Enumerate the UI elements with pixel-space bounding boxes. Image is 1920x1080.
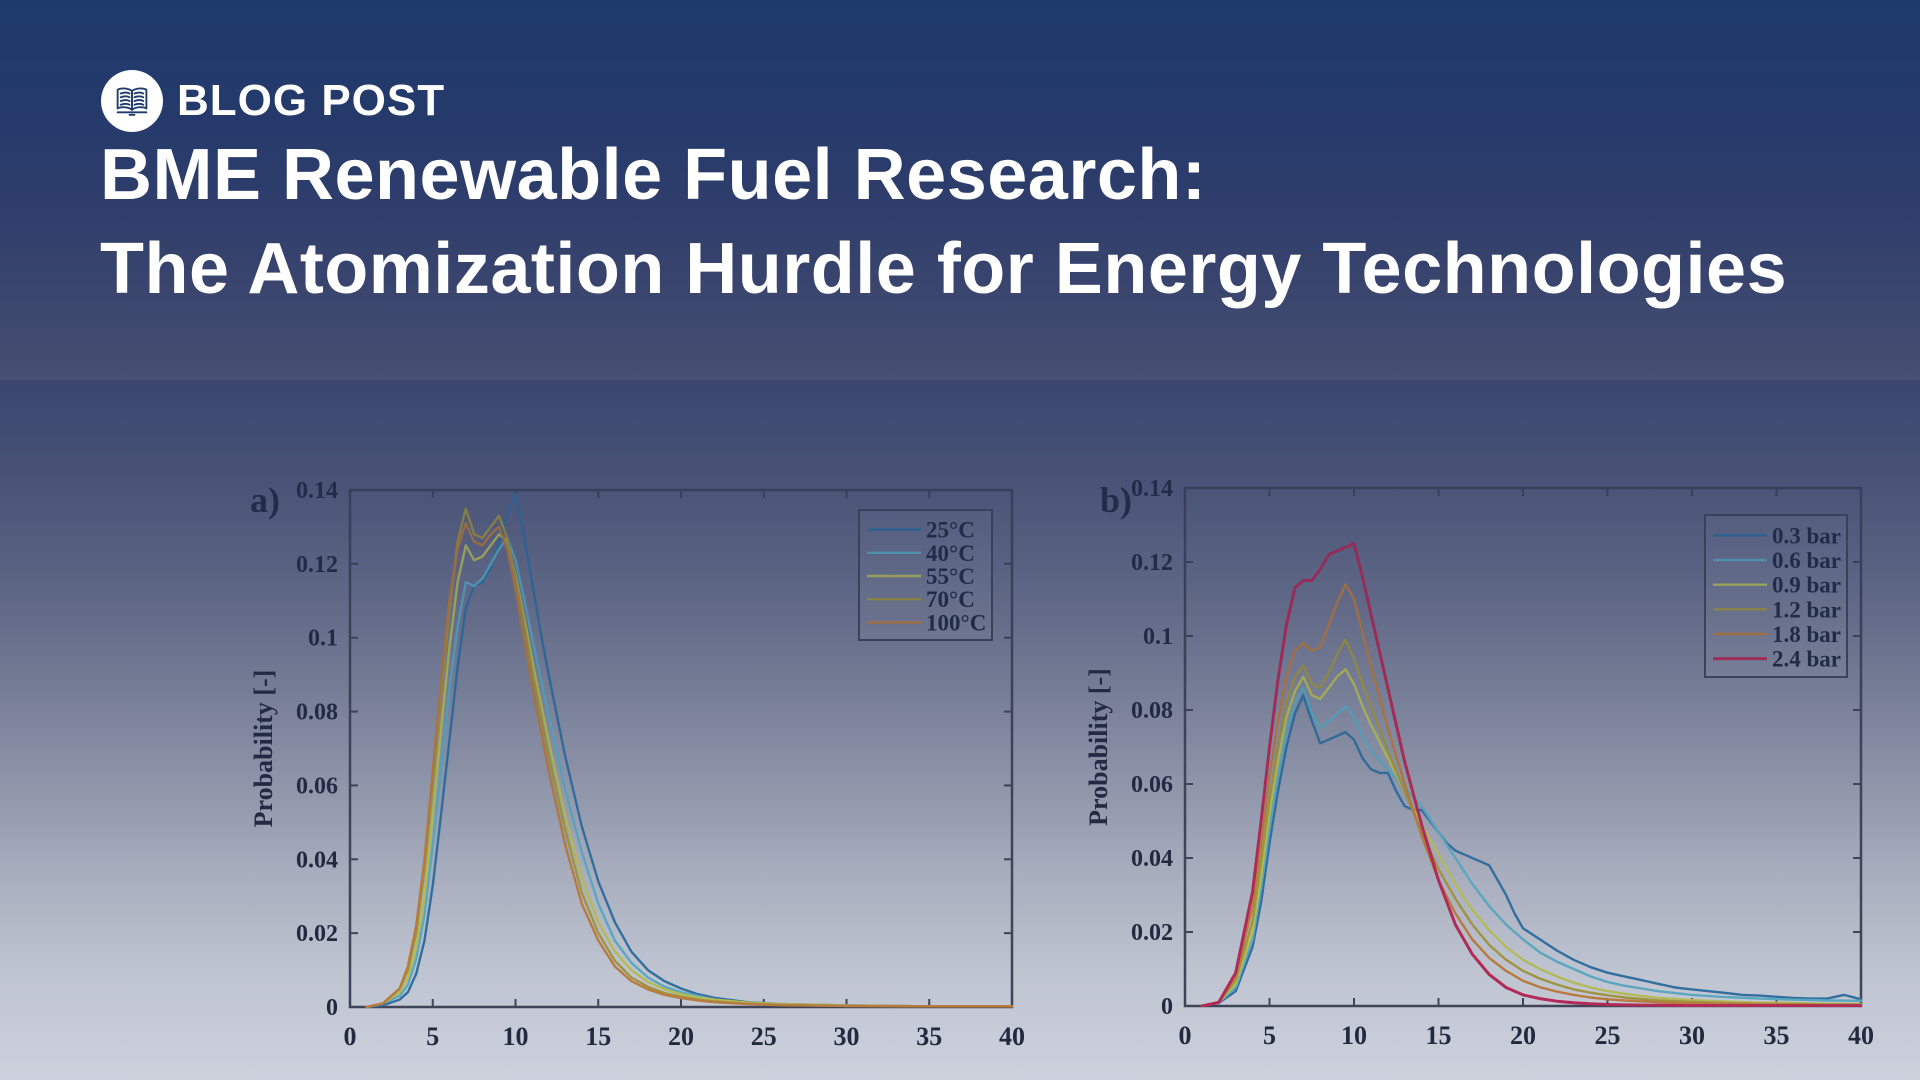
y-tick-label: 0.12 — [1131, 550, 1173, 576]
page-title-line2: The Atomization Hurdle for Energy Techno… — [100, 229, 1788, 309]
series-line-0-3-bar — [1200, 693, 1862, 1007]
legend-box — [1704, 514, 1848, 678]
x-tick-label: 20 — [1510, 1021, 1536, 1050]
x-tick-label: 20 — [668, 1022, 694, 1051]
brand: BLOG POST — [101, 70, 445, 132]
y-tick-label: 0.14 — [1131, 476, 1173, 502]
series-line-100-c — [365, 522, 1013, 1008]
legend-label: 100°C — [926, 610, 986, 635]
x-tick-label: 30 — [834, 1022, 860, 1051]
y-tick-label: 0.12 — [296, 552, 338, 578]
series-line-2-4-bar — [1200, 542, 1862, 1007]
y-tick-label: 0.08 — [296, 700, 338, 726]
series-line-1-8-bar — [1200, 582, 1862, 1007]
page-title: BME Renewable Fuel Research: The Atomiza… — [100, 128, 1787, 316]
x-tick-label: 15 — [1426, 1021, 1452, 1050]
y-tick-label: 0.06 — [296, 773, 338, 799]
blog-logo — [101, 70, 163, 132]
legend-label: 1.8 bar — [1772, 622, 1841, 647]
series-line-0-9-bar — [1200, 668, 1862, 1007]
open-book-icon — [116, 87, 148, 116]
y-tick-label: 0.02 — [296, 921, 338, 947]
y-tick-label: 0.06 — [1131, 772, 1173, 798]
legend-label: 55°C — [926, 564, 975, 589]
x-tick-label: 5 — [426, 1022, 439, 1051]
x-tick-label: 35 — [1764, 1021, 1790, 1050]
x-tick-label: 5 — [1263, 1021, 1276, 1050]
panel-label: a) — [250, 480, 280, 520]
x-tick-label: 0 — [1179, 1021, 1192, 1050]
x-tick-label: 25 — [751, 1022, 777, 1051]
y-tick-label: 0.1 — [308, 626, 338, 652]
y-axis-label: Probability [-] — [1084, 668, 1113, 826]
page-title-line1: BME Renewable Fuel Research: — [100, 135, 1207, 215]
legend-label: 1.2 bar — [1772, 597, 1841, 622]
x-tick-label: 40 — [1848, 1021, 1874, 1050]
x-tick-label: 25 — [1595, 1021, 1621, 1050]
legend-label: 0.3 bar — [1772, 523, 1841, 548]
y-tick-label: 0.14 — [296, 478, 338, 504]
series-line-0-6-bar — [1200, 686, 1862, 1007]
series-line-25-c — [365, 492, 1013, 1008]
series-line-55-c — [365, 533, 1013, 1008]
x-tick-label: 40 — [999, 1022, 1025, 1051]
y-tick-label: 0.1 — [1143, 624, 1173, 650]
y-tick-label: 0 — [1161, 994, 1173, 1020]
legend-label: 70°C — [926, 587, 975, 612]
x-tick-label: 35 — [916, 1022, 942, 1051]
x-tick-label: 0 — [344, 1022, 357, 1051]
brand-label: BLOG POST — [177, 76, 446, 125]
x-tick-label: 30 — [1679, 1021, 1705, 1050]
y-tick-label: 0 — [326, 995, 338, 1021]
chart-b-pressure-psd: 0 5 10 15 20 25 30 35 40 0 0.02 0.04 0.06 0.08 0.1 0.12… — [1084, 476, 1874, 1050]
legend-label: 0.9 bar — [1772, 573, 1841, 598]
x-tick-label: 15 — [585, 1022, 611, 1051]
x-tick-label: 10 — [503, 1022, 529, 1051]
panel-label: b) — [1100, 480, 1132, 520]
x-tick-label: 10 — [1341, 1021, 1367, 1050]
y-tick-label: 0.04 — [296, 847, 338, 873]
chart-a-temperature-psd: 0 5 10 15 20 25 30 35 40 0 0.02 0.04 0.06 0.08 0.1 0.12… — [249, 478, 1025, 1051]
legend-label: 25°C — [926, 518, 975, 543]
y-tick-label: 0.02 — [1131, 920, 1173, 946]
y-tick-label: 0.08 — [1131, 698, 1173, 724]
y-tick-label: 0.04 — [1131, 846, 1173, 872]
legend-label: 40°C — [926, 541, 975, 566]
legend-label: 2.4 bar — [1772, 647, 1841, 672]
y-axis-label: Probability [-] — [249, 670, 278, 828]
legend-label: 0.6 bar — [1772, 548, 1841, 573]
